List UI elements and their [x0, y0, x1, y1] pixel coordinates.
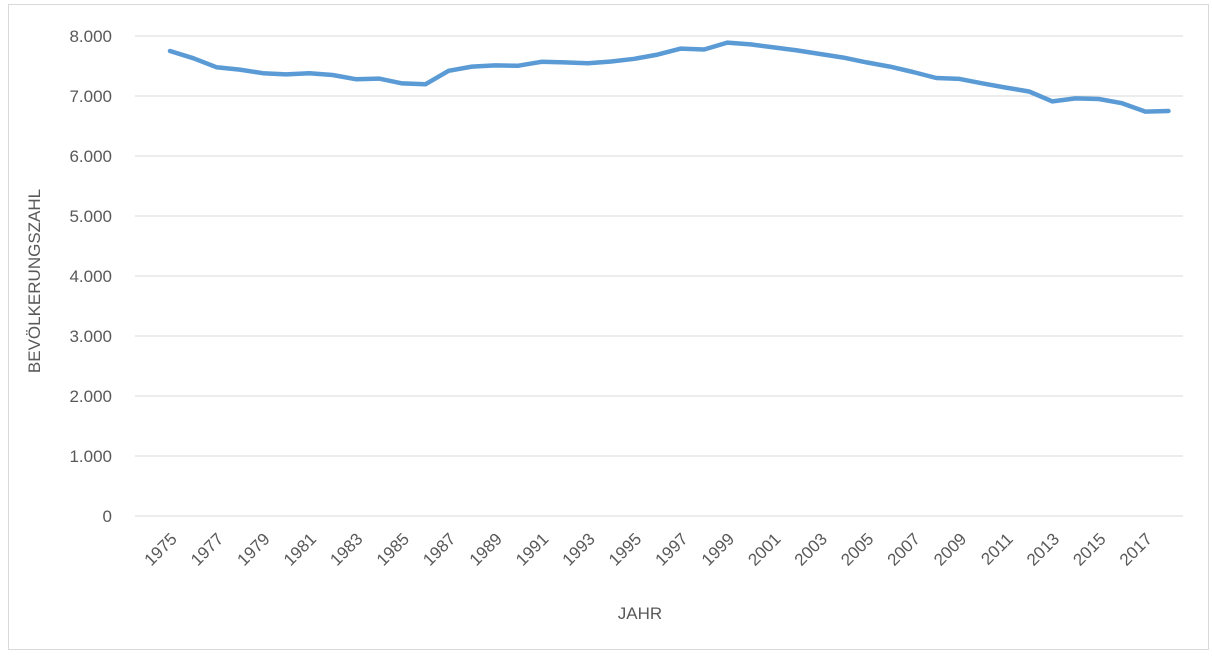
x-tick-label: 1993 — [559, 529, 599, 569]
x-tick-label: 1985 — [373, 529, 413, 569]
x-tick-label: 2001 — [744, 529, 784, 569]
x-tick-label: 2005 — [837, 529, 877, 569]
x-tick-label: 1995 — [605, 529, 645, 569]
x-tick-label: 1975 — [141, 529, 181, 569]
y-axis-title: BEVÖLKERUNGSZAHL — [25, 189, 44, 373]
series-line — [167, 40, 1171, 114]
series-layer — [167, 40, 1171, 114]
chart-frame: 0 1.000 2.000 3.000 4.000 5.000 6.000 7.000 8.00… — [8, 4, 1209, 650]
y-tick-label: 7.000 — [69, 87, 112, 106]
x-tick-label: 1997 — [651, 529, 691, 569]
x-tick-label: 1991 — [512, 529, 552, 569]
x-tick-label: 1977 — [187, 529, 227, 569]
y-tick-label: 2.000 — [69, 387, 112, 406]
x-tick-label: 1983 — [326, 529, 366, 569]
y-tick-label: 3.000 — [69, 327, 112, 346]
y-axis-ticks: 0 1.000 2.000 3.000 4.000 5.000 6.000 7.000 8.00… — [69, 27, 112, 526]
x-tick-label: 2003 — [791, 529, 831, 569]
x-tick-label: 2011 — [977, 529, 1016, 568]
y-tick-label: 5.000 — [69, 207, 112, 226]
x-tick-label: 1979 — [234, 529, 274, 569]
y-tick-label: 1.000 — [69, 447, 112, 466]
x-tick-label: 2009 — [930, 529, 970, 569]
y-tick-label: 8.000 — [69, 27, 112, 46]
x-tick-label: 1999 — [698, 529, 738, 569]
y-tick-label: 0 — [103, 507, 112, 526]
x-tick-label: 1987 — [419, 529, 459, 569]
x-tick-label: 2013 — [1023, 529, 1063, 569]
x-tick-label: 1981 — [280, 529, 320, 569]
line-chart: 0 1.000 2.000 3.000 4.000 5.000 6.000 7.000 8.00… — [25, 27, 1183, 623]
x-tick-label: 2007 — [884, 529, 924, 569]
x-axis-ticks: 1975 1977 1979 1981 1983 1985 1987 1989 1991 1993… — [141, 529, 1156, 569]
x-tick-label: 2015 — [1069, 529, 1109, 569]
y-tick-label: 4.000 — [69, 267, 112, 286]
y-tick-label: 6.000 — [69, 147, 112, 166]
x-tick-label: 1989 — [466, 529, 506, 569]
grid-lines — [135, 35, 1183, 517]
x-tick-label: 2017 — [1116, 529, 1156, 569]
x-axis-title: JAHR — [618, 604, 662, 623]
